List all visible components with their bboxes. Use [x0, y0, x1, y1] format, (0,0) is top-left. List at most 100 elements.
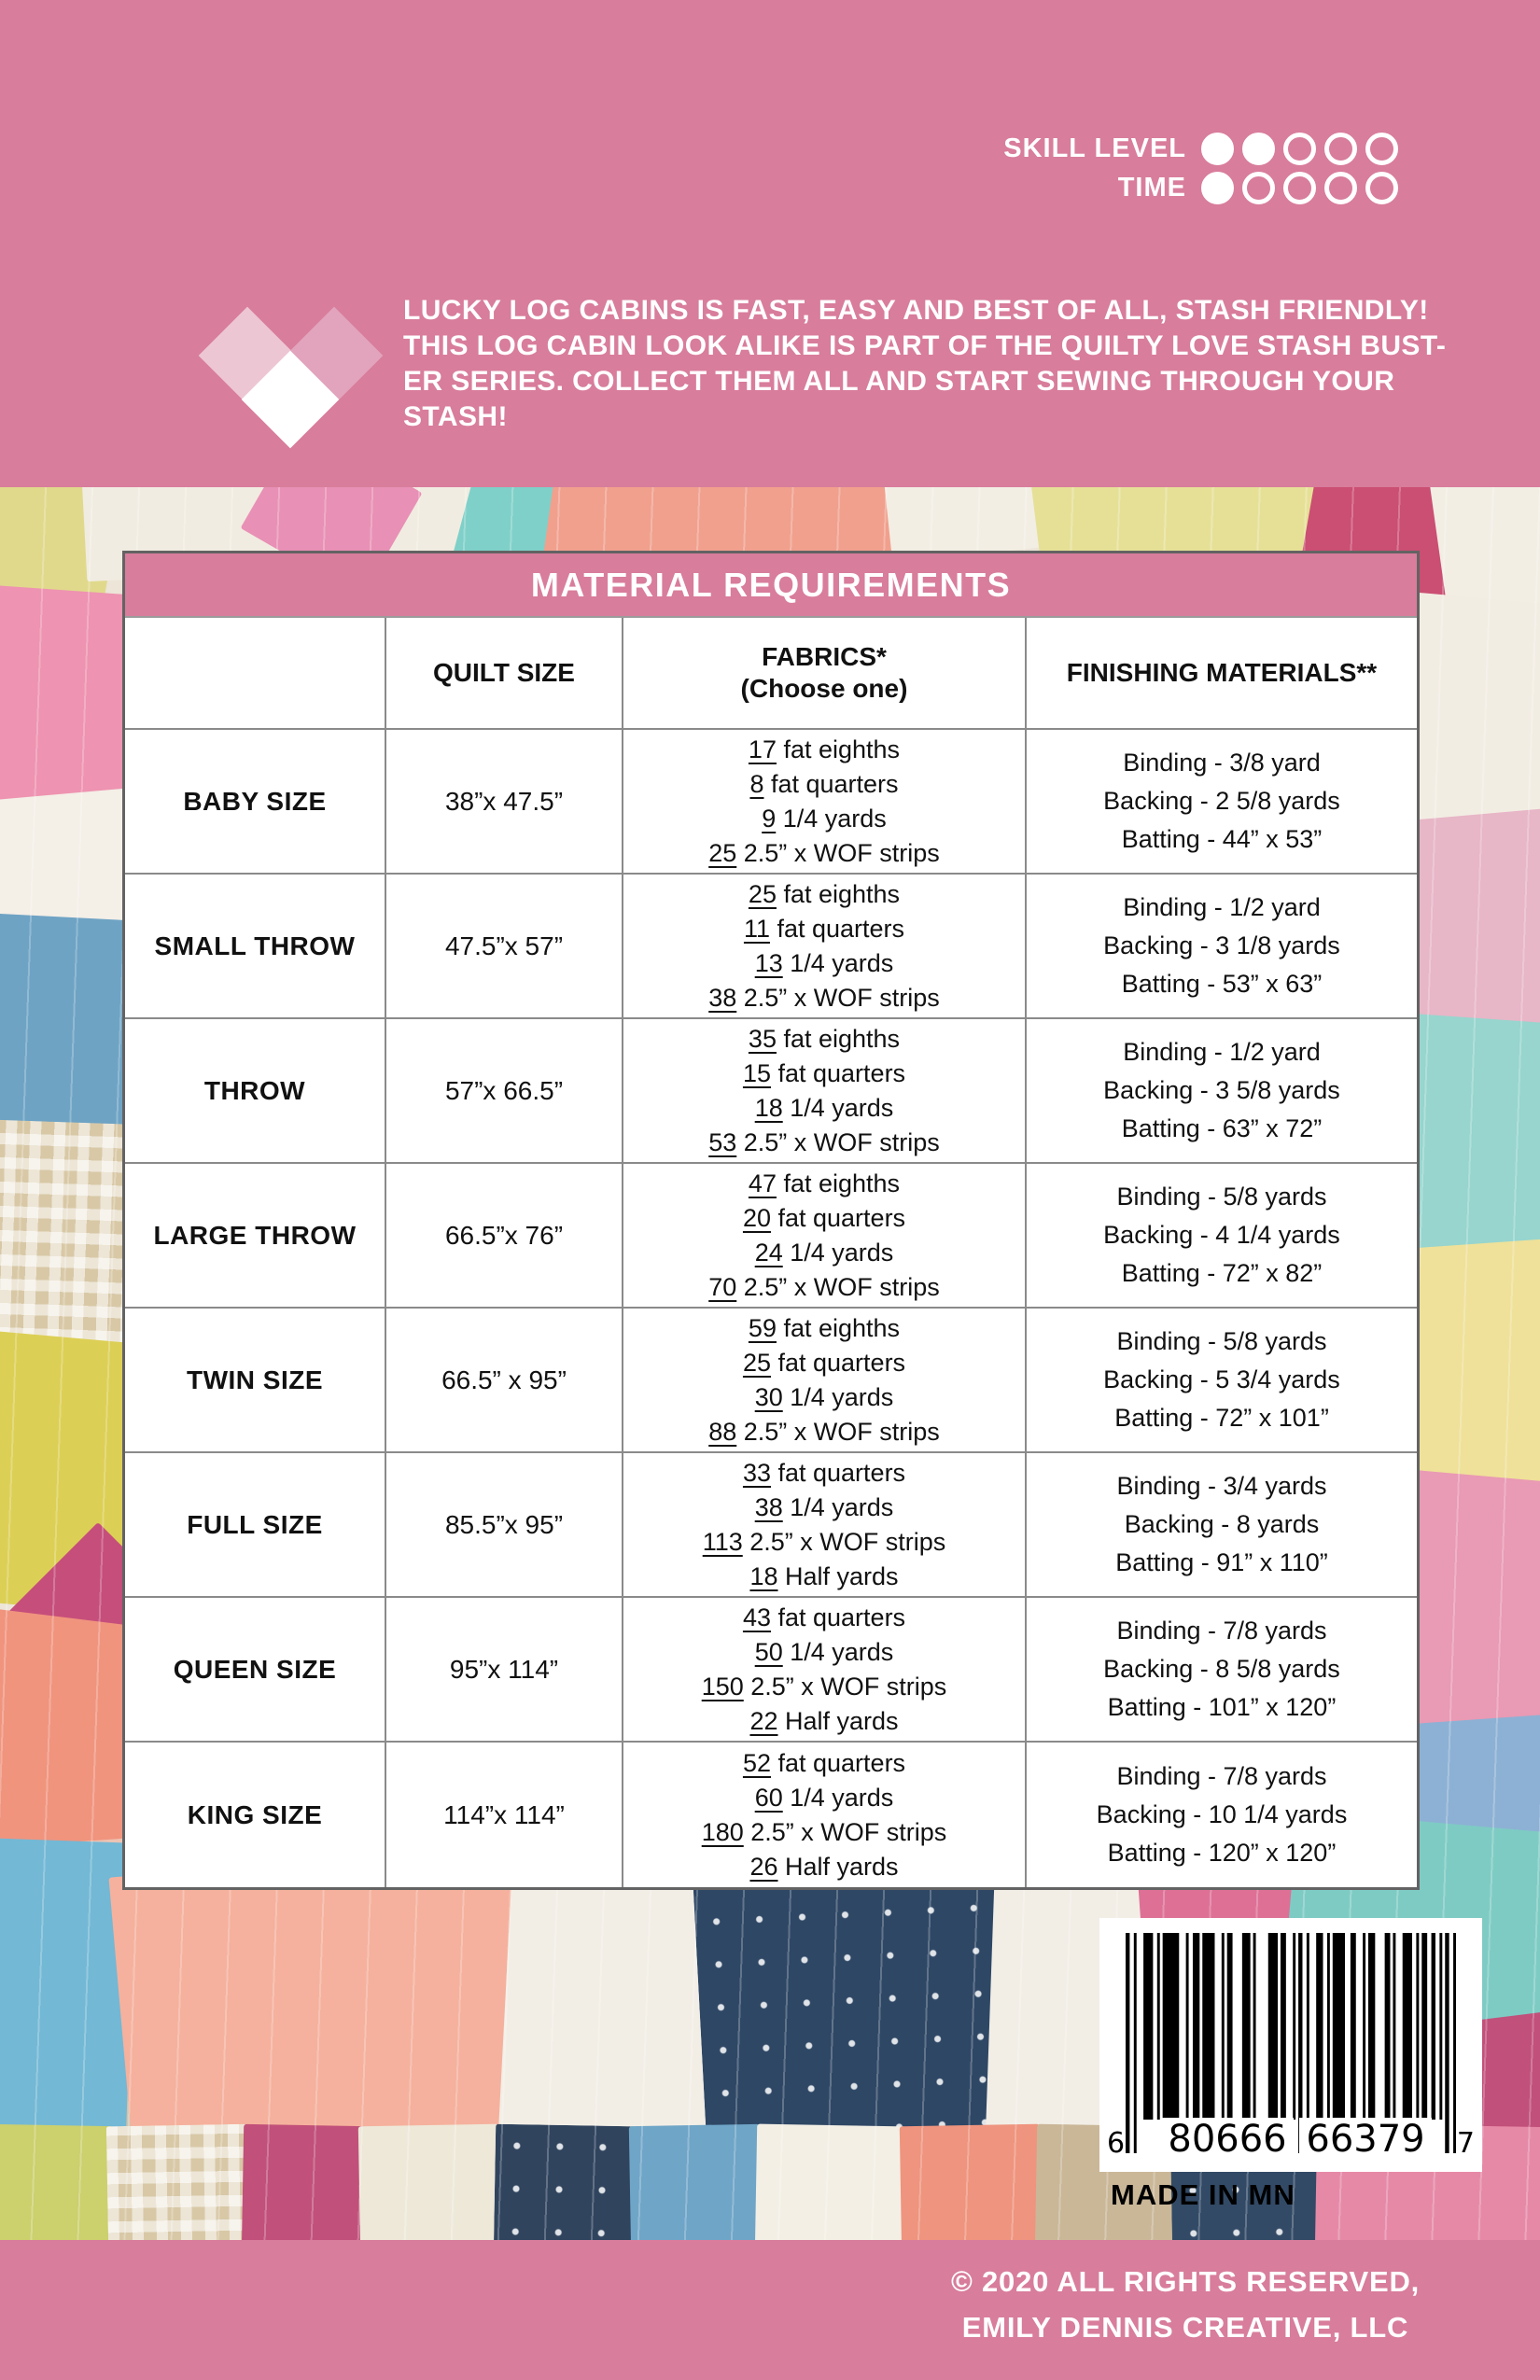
column-header-finishing: FINISHING MATERIALS**: [1027, 618, 1417, 730]
finishing-item: Backing - 5 3/4 yards: [1103, 1365, 1340, 1393]
fabric-option: 150 2.5” x WOF strips: [701, 1672, 947, 1701]
quilt-patch: [241, 2123, 366, 2240]
quilt-size-cell: 66.5”x 76”: [386, 1164, 623, 1309]
table-grid: QUILT SIZE FABRICS* (Choose one) FINISHI…: [125, 618, 1417, 1887]
row-label: BABY SIZE: [125, 730, 386, 875]
fabric-option: 26 Half yards: [749, 1852, 899, 1881]
fabrics-cell: 59 fat eighths 25 fat quarters 30 1/4 yard…: [623, 1309, 1027, 1453]
fabric-option: 180 2.5” x WOF strips: [701, 1817, 947, 1846]
barcode-bar: [1192, 1933, 1200, 2120]
finishing-item: Batting - 72” x 82”: [1121, 1259, 1323, 1287]
quilt-size-cell: 95”x 114”: [386, 1598, 623, 1743]
fabrics-header-sublabel: (Choose one): [740, 674, 908, 703]
finishing-item: Batting - 53” x 63”: [1121, 970, 1323, 998]
quilt-size-cell: 114”x 114”: [386, 1743, 623, 1887]
barcode-bar: [1126, 1933, 1130, 2153]
barcode: 6 80666 66379 7: [1099, 1918, 1482, 2172]
description-line: LUCKY LOG CABINS IS FAST, EASY AND BEST …: [403, 295, 1429, 326]
quilt-size-cell: 66.5” x 95”: [386, 1309, 623, 1453]
barcode-bar: [1421, 1933, 1428, 2120]
finishing-cell: Binding - 1/2 yard Backing - 3 1/8 yards B…: [1027, 875, 1417, 1019]
finishing-item: Backing - 3 1/8 yards: [1103, 931, 1340, 959]
fabrics-cell: 25 fat eighths 11 fat quarters 13 1/4 yard…: [623, 875, 1027, 1019]
time-label: TIME: [1117, 172, 1186, 203]
barcode-group-2: 66379: [1299, 2118, 1432, 2161]
skill-level-dots: [1201, 132, 1398, 165]
row-label: QUEEN SIZE: [125, 1598, 386, 1743]
barcode-bar: [1185, 1933, 1189, 2120]
barcode-bar: [1202, 1933, 1215, 2120]
fabrics-cell: 33 fat quarters 38 1/4 yards 113 2.5” x WO…: [623, 1453, 1027, 1598]
barcode-bar: [1226, 1933, 1233, 2120]
skill-level-row: SKILL LEVEL: [1003, 129, 1398, 168]
quilt-patch: [628, 2123, 763, 2240]
finishing-item: Binding - 3/8 yard: [1123, 749, 1321, 777]
quilt-patch: [899, 2123, 1043, 2240]
fabric-option: 59 fat eighths: [748, 1313, 901, 1342]
finishing-item: Batting - 91” x 110”: [1115, 1548, 1328, 1576]
finishing-item: Batting - 101” x 120”: [1107, 1693, 1337, 1721]
finishing-item: Binding - 7/8 yards: [1116, 1617, 1327, 1645]
dot-empty: [1242, 171, 1275, 204]
barcode-bar: [1326, 1933, 1330, 2120]
dot-empty: [1283, 132, 1316, 165]
barcode-bar: [1439, 1933, 1443, 2120]
quilt-patch: [754, 2123, 907, 2240]
fabric-option: 18 Half yards: [749, 1561, 899, 1590]
barcode-bar: [1221, 1933, 1225, 2120]
fabric-option: 8 fat quarters: [749, 769, 899, 798]
dot-empty: [1365, 171, 1398, 204]
row-label: THROW: [125, 1019, 386, 1164]
fabric-option: 33 fat quarters: [742, 1458, 906, 1487]
dot-empty: [1324, 132, 1357, 165]
fabric-option: 43 fat quarters: [742, 1603, 906, 1631]
fabric-option: 25 2.5” x WOF strips: [708, 838, 940, 867]
column-header-empty: [125, 618, 386, 730]
barcode-bar: [1293, 1933, 1296, 2120]
finishing-item: Binding - 5/8 yards: [1116, 1183, 1327, 1211]
finishing-item: Binding - 5/8 yards: [1116, 1327, 1327, 1355]
barcode-bar: [1267, 1933, 1279, 2120]
finishing-cell: Binding - 3/8 yard Backing - 2 5/8 yards B…: [1027, 730, 1417, 875]
row-label: FULL SIZE: [125, 1453, 386, 1598]
fabric-option: 38 2.5” x WOF strips: [708, 983, 940, 1012]
fabric-option: 88 2.5” x WOF strips: [708, 1417, 940, 1446]
finishing-item: Binding - 3/4 yards: [1116, 1472, 1327, 1500]
fabric-option: 25 fat eighths: [748, 879, 901, 908]
dot-filled: [1201, 132, 1234, 165]
finishing-item: Backing - 10 1/4 yards: [1096, 1800, 1348, 1828]
row-label: TWIN SIZE: [125, 1309, 386, 1453]
column-header-fabrics: FABRICS* (Choose one): [623, 618, 1027, 730]
pattern-description: LUCKY LOG CABINS IS FAST, EASY AND BEST …: [403, 293, 1458, 435]
fabric-option: 18 1/4 yards: [754, 1093, 894, 1122]
fabric-option: 25 fat quarters: [742, 1348, 906, 1377]
finishing-item: Binding - 1/2 yard: [1123, 1038, 1321, 1066]
footer: © 2020 ALL RIGHTS RESERVED, EMILY DENNIS…: [0, 2240, 1540, 2380]
quilt-size-cell: 85.5”x 95”: [386, 1453, 623, 1598]
barcode-bar: [1367, 1933, 1376, 2120]
top-band: SKILL LEVEL TIME LUCKY LOG CABINS IS FAS…: [0, 0, 1540, 487]
dot-empty: [1365, 132, 1398, 165]
finishing-item: Batting - 63” x 72”: [1121, 1114, 1323, 1142]
fabric-option: 24 1/4 yards: [754, 1238, 894, 1267]
barcode-digit-left: 6: [1107, 2127, 1126, 2160]
barcode-bars: [1126, 1933, 1456, 2153]
barcode-bar: [1431, 1933, 1435, 2120]
quilty-love-heart-logo-icon: [198, 306, 385, 455]
made-in-label: MADE IN MN: [1111, 2178, 1295, 2211]
finishing-item: Backing - 4 1/4 yards: [1103, 1221, 1340, 1249]
fabrics-cell: 47 fat eighths 20 fat quarters 24 1/4 yard…: [623, 1164, 1027, 1309]
finishing-item: Backing - 3 5/8 yards: [1103, 1076, 1340, 1104]
row-label: KING SIZE: [125, 1743, 386, 1887]
fabrics-cell: 17 fat eighths 8 fat quarters 9 1/4 yards 2…: [623, 730, 1027, 875]
description-line: ER SERIES. COLLECT THEM ALL AND START SE…: [403, 366, 1395, 397]
barcode-bar: [1306, 1933, 1309, 2153]
barcode-bar: [1453, 1933, 1456, 2153]
finishing-cell: Binding - 7/8 yards Backing - 8 5/8 yards…: [1027, 1598, 1417, 1743]
finishing-item: Backing - 2 5/8 yards: [1103, 787, 1340, 815]
barcode-bar: [1280, 1933, 1286, 2120]
finishing-cell: Binding - 3/4 yards Backing - 8 yards Batt…: [1027, 1453, 1417, 1598]
fabrics-cell: 35 fat eighths 15 fat quarters 18 1/4 yard…: [623, 1019, 1027, 1164]
quilt-patch: [0, 2123, 114, 2240]
fabric-option: 113 2.5” x WOF strips: [702, 1527, 946, 1556]
